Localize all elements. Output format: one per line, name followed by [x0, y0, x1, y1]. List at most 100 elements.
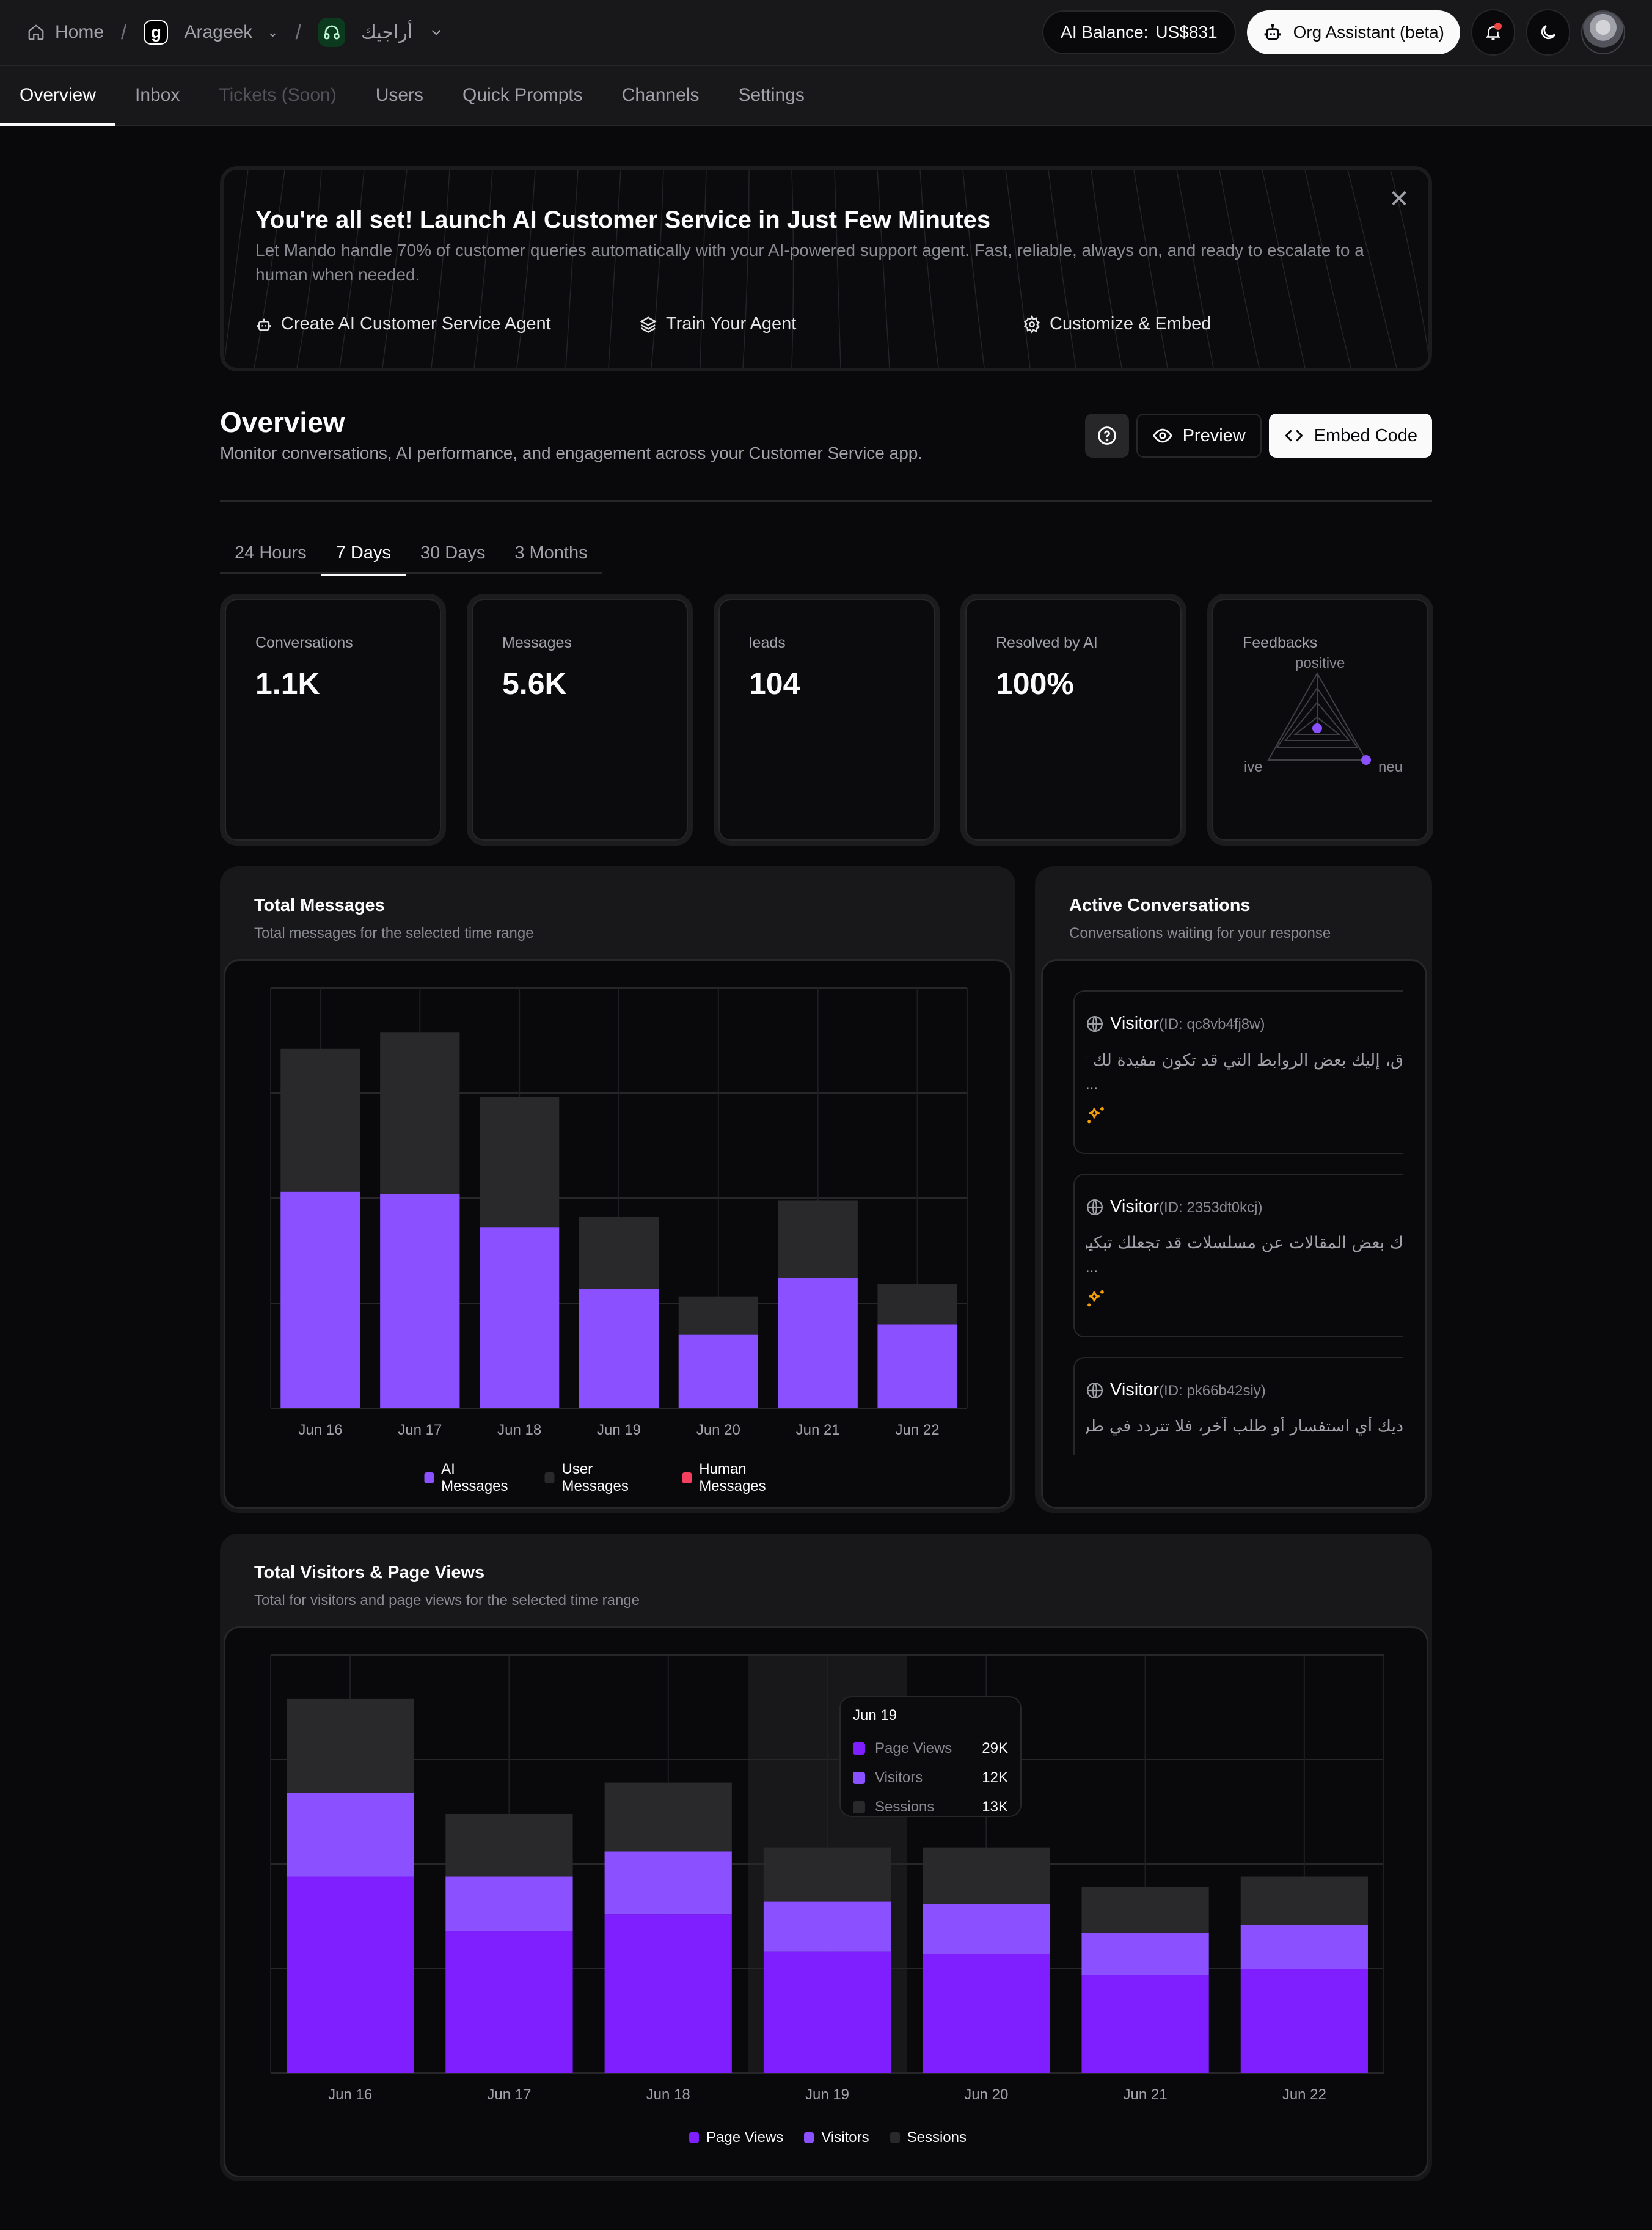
- chart-legend: Page Views Visitors Sessions: [689, 2129, 967, 2146]
- bar-segment[interactable]: [1081, 1887, 1209, 1933]
- bar-segment[interactable]: [445, 1931, 573, 2073]
- bar-segment[interactable]: [923, 1954, 1050, 2073]
- bar-segment[interactable]: [877, 1324, 957, 1408]
- breadcrumb-separator: /: [121, 20, 127, 44]
- tooltip-value: 12K: [982, 1769, 1008, 1786]
- avatar[interactable]: [1581, 10, 1625, 54]
- bar-segment[interactable]: [778, 1200, 858, 1278]
- bar-segment[interactable]: [678, 1334, 758, 1408]
- tab-users[interactable]: Users: [375, 85, 424, 105]
- bot-icon: [1264, 24, 1281, 40]
- active-conversations-panel: Active Conversations Conversations waiti…: [1035, 866, 1432, 1513]
- conversation-item[interactable]: Visitor(ID: 2353dt0kcj) ك بعض المقالات ع…: [1073, 1174, 1403, 1337]
- bar-segment[interactable]: [604, 1851, 732, 1915]
- stats-row: Conversations 1.1K Messages 5.6K leads 1…: [220, 594, 1433, 846]
- org-assistant-button[interactable]: Org Assistant (beta): [1246, 10, 1460, 54]
- preview-button[interactable]: Preview: [1136, 414, 1262, 458]
- tooltip-label: Sessions: [875, 1799, 935, 1815]
- bar-segment[interactable]: [445, 1876, 573, 1931]
- bar-segment[interactable]: [287, 1876, 414, 2073]
- legend-item-page-views[interactable]: Page Views: [689, 2129, 783, 2146]
- x-axis-label: Jun 22: [895, 1422, 940, 1438]
- bar-segment[interactable]: [1240, 1969, 1368, 2073]
- bar-segment[interactable]: [604, 1914, 732, 2073]
- range-tab-7d[interactable]: 7 Days: [321, 532, 406, 576]
- tab-quick-prompts[interactable]: Quick Prompts: [462, 85, 583, 105]
- bar-segment[interactable]: [480, 1097, 560, 1228]
- bar-segment[interactable]: [604, 1782, 732, 1852]
- radar-label-neutral: neu: [1378, 759, 1403, 775]
- bar-segment[interactable]: [380, 1194, 460, 1408]
- tooltip-label: Visitors: [875, 1769, 923, 1786]
- bar-segment[interactable]: [923, 1903, 1050, 1954]
- bar-segment[interactable]: [763, 1951, 891, 2073]
- breadcrumb-org[interactable]: g Arageek ⌄: [144, 20, 279, 45]
- x-axis-label: Jun 20: [964, 2086, 1009, 2103]
- bar-segment[interactable]: [1240, 1925, 1368, 1969]
- chevron-down-icon: ⌄: [267, 24, 279, 40]
- embed-code-button[interactable]: Embed Code: [1268, 414, 1432, 458]
- bar-segment[interactable]: [287, 1698, 414, 1793]
- x-axis-label: Jun 18: [646, 2086, 690, 2103]
- breadcrumb-app[interactable]: أراجيك: [318, 18, 444, 47]
- tooltip-label: Page Views: [875, 1740, 952, 1757]
- bar-segment[interactable]: [763, 1847, 891, 1902]
- bar-segment[interactable]: [877, 1284, 957, 1325]
- bar-segment[interactable]: [1240, 1876, 1368, 1925]
- legend-item-human-messages[interactable]: Human Messages: [682, 1461, 815, 1495]
- legend-item-sessions[interactable]: Sessions: [890, 2129, 967, 2146]
- preview-label: Preview: [1182, 425, 1246, 445]
- ai-balance-label: AI Balance:: [1061, 23, 1149, 42]
- x-axis-label: Jun 18: [497, 1422, 542, 1438]
- bar-segment[interactable]: [445, 1813, 573, 1877]
- conversation-preview: ديك أي استفسار أو طلب آخر، فلا تتردد في …: [1086, 1417, 1403, 1436]
- breadcrumb-home[interactable]: Home: [27, 22, 104, 43]
- bar-segment[interactable]: [280, 1191, 360, 1408]
- panel-title: Active Conversations: [1069, 896, 1251, 915]
- step-customize-embed-label: Customize & Embed: [1050, 314, 1212, 334]
- banner-description: Let Mando handle 70% of customer queries…: [255, 241, 1364, 284]
- conversation-item[interactable]: Visitor(ID: pk66b42siy) ديك أي استفسار أ…: [1073, 1357, 1403, 1455]
- tab-overview[interactable]: Overview: [0, 66, 116, 126]
- range-tab-24h[interactable]: 24 Hours: [235, 543, 307, 563]
- step-create-agent[interactable]: Create AI Customer Service Agent: [255, 314, 639, 334]
- banner-steps: Create AI Customer Service Agent Train Y…: [255, 314, 1211, 334]
- conversation-header: Visitor(ID: pk66b42siy): [1086, 1380, 1266, 1400]
- tab-inbox[interactable]: Inbox: [135, 85, 180, 105]
- legend-item-user-messages[interactable]: User Messages: [544, 1461, 662, 1495]
- close-icon[interactable]: ✕: [1389, 186, 1409, 213]
- bar-segment[interactable]: [579, 1216, 659, 1289]
- legend-item-visitors[interactable]: Visitors: [804, 2129, 869, 2146]
- tooltip-value: 29K: [982, 1740, 1008, 1757]
- legend-item-ai-messages[interactable]: AI Messages: [424, 1461, 524, 1495]
- bar-segment[interactable]: [678, 1296, 758, 1335]
- bar-segment[interactable]: [1081, 1932, 1209, 1975]
- tab-settings[interactable]: Settings: [738, 85, 805, 105]
- bar-segment[interactable]: [380, 1032, 460, 1194]
- theme-toggle-button[interactable]: [1526, 9, 1570, 56]
- bar-segment[interactable]: [280, 1048, 360, 1192]
- bar-segment[interactable]: [1081, 1975, 1209, 2073]
- org-assistant-label: Org Assistant (beta): [1293, 23, 1444, 42]
- stat-label: Conversations: [255, 634, 353, 651]
- help-button[interactable]: [1084, 414, 1129, 458]
- range-tab-3m[interactable]: 3 Months: [514, 543, 588, 563]
- bar-segment[interactable]: [763, 1901, 891, 1952]
- notifications-button[interactable]: [1471, 9, 1515, 56]
- bar-segment[interactable]: [480, 1227, 560, 1408]
- range-tab-30d[interactable]: 30 Days: [420, 543, 486, 563]
- conversation-item[interactable]: Visitor(ID: qc8vb4fj8w) ق، إليك بعض الرو…: [1073, 990, 1403, 1154]
- step-customize-embed[interactable]: Customize & Embed: [1023, 314, 1211, 334]
- bar-segment[interactable]: [923, 1847, 1050, 1904]
- bar-segment[interactable]: [579, 1288, 659, 1408]
- bar-segment[interactable]: [778, 1278, 858, 1408]
- bar-segment[interactable]: [287, 1793, 414, 1877]
- ai-balance-badge[interactable]: AI Balance: US$831: [1042, 10, 1236, 54]
- tab-channels[interactable]: Channels: [621, 85, 700, 105]
- radar-label-positive: positive: [1295, 655, 1345, 671]
- step-train-agent[interactable]: Train Your Agent: [639, 314, 1023, 334]
- conversation-ellipsis: ...: [1086, 1076, 1098, 1092]
- legend-swatch: [890, 2132, 900, 2143]
- legend-swatch: [689, 2132, 700, 2143]
- app-name: أراجيك: [361, 21, 413, 43]
